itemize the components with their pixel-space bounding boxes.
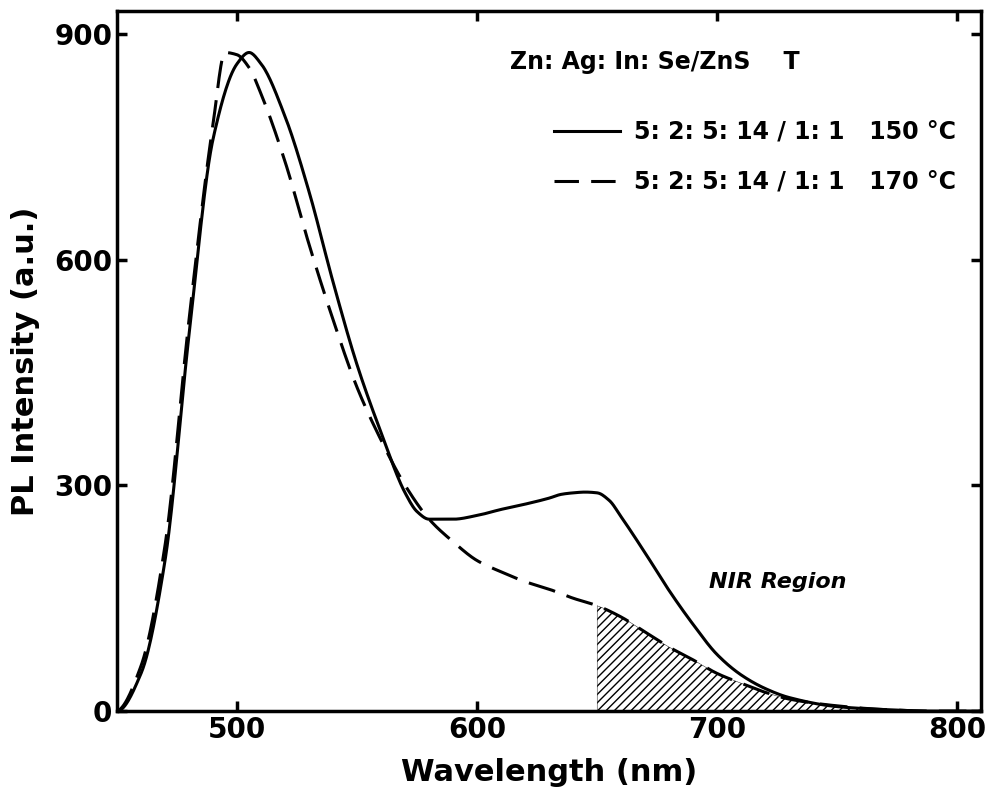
Text: Zn: Ag: In: Se/ZnS    T: Zn: Ag: In: Se/ZnS T [510, 49, 800, 73]
Legend: 5: 2: 5: 14 / 1: 1   150 °C, 5: 2: 5: 14 / 1: 1   170 °C: 5: 2: 5: 14 / 1: 1 150 °C, 5: 2: 5: 14 /… [544, 110, 965, 203]
Text: NIR Region: NIR Region [709, 571, 847, 591]
X-axis label: Wavelength (nm): Wavelength (nm) [401, 758, 697, 787]
Y-axis label: PL Intensity (a.u.): PL Intensity (a.u.) [11, 207, 40, 516]
